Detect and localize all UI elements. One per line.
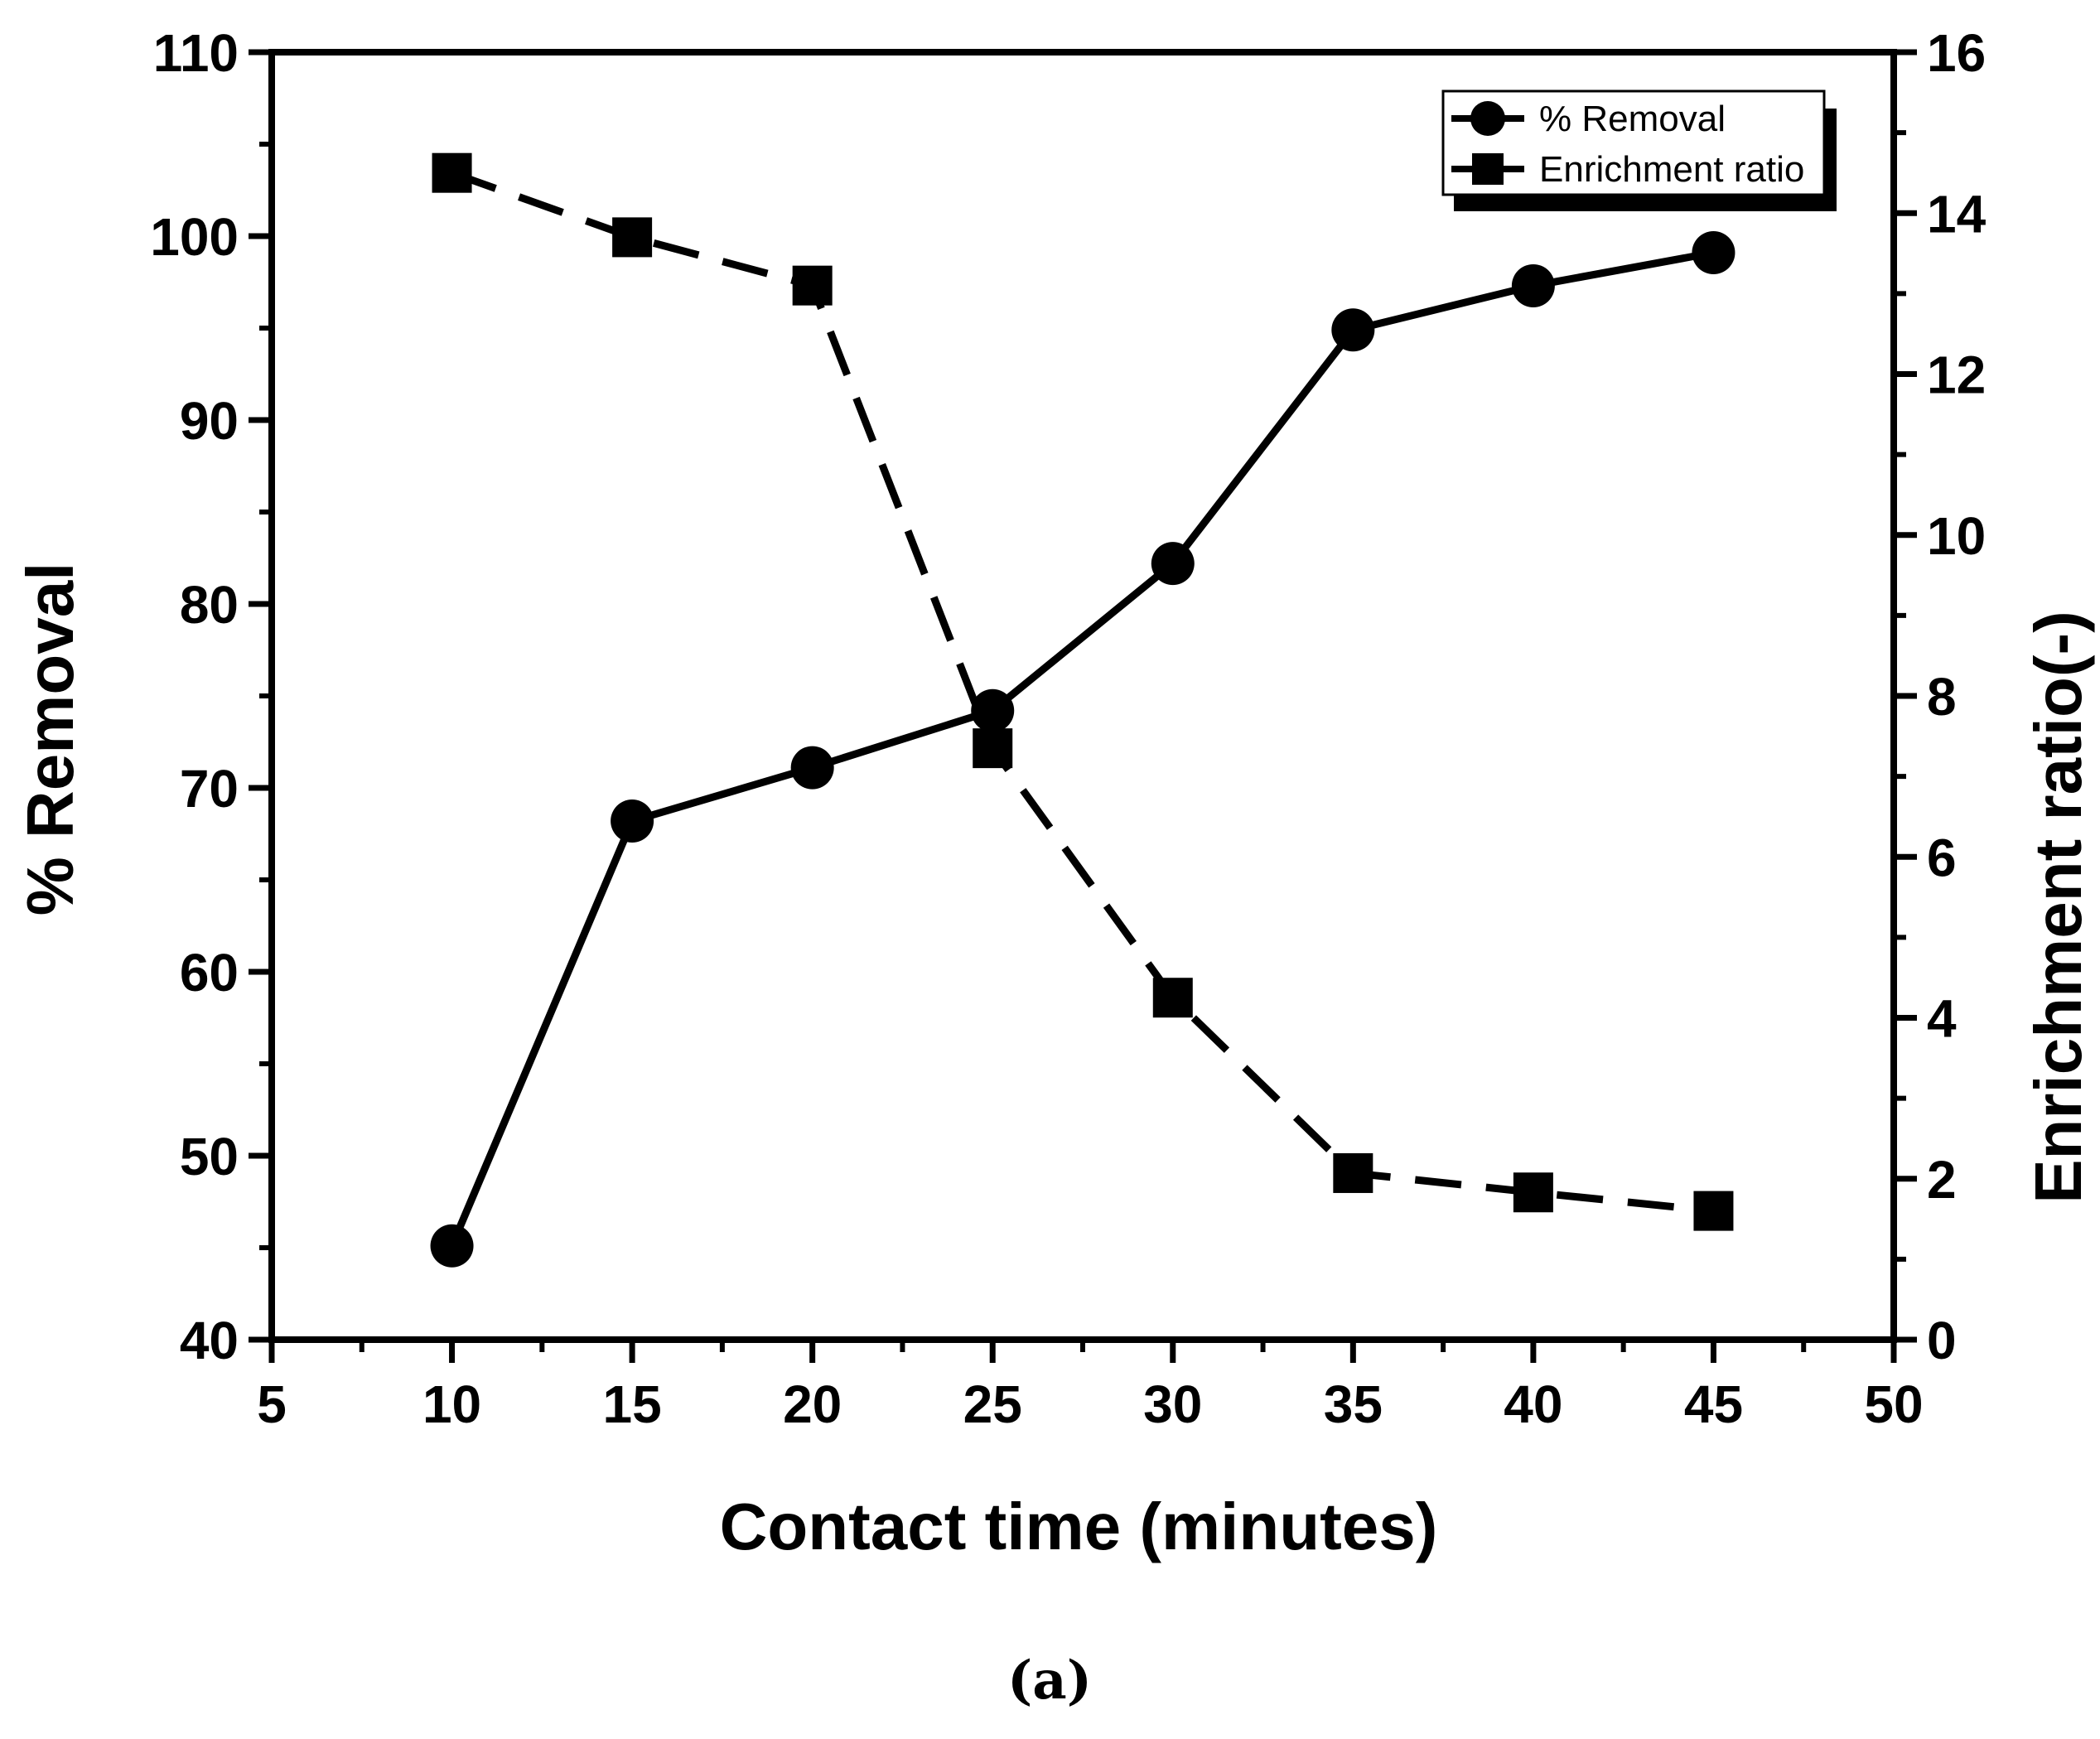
y-right-tick-label: 6 [1927,828,1957,887]
x-tick-label: 15 [603,1374,662,1434]
figure-caption: (a) [1007,1650,1092,1712]
y-left-tick-label: 90 [180,391,239,451]
y-right-tick-label: 2 [1927,1150,1957,1210]
x-axis-title: Contact time (minutes) [720,1490,1438,1563]
y-right-tick-label: 12 [1927,345,1986,405]
legend: % Removal Enrichment ratio [1441,89,1837,211]
x-tick-label: 25 [963,1374,1022,1434]
x-tick-label: 20 [783,1374,842,1434]
series-layer [430,152,1736,1268]
data-point-enrichment [973,728,1013,769]
data-point-enrichment [1333,1152,1373,1193]
axes-layer: 5 10 15 20 25 30 35 40 45 50 40 50 60 70 80 90 100 110 0 2 4… [150,23,1986,1434]
y-left-tick-label: 70 [180,759,239,819]
series-line-0 [448,249,1715,1248]
y-right-tick-label: 8 [1927,667,1957,727]
y-right-tick-label: 4 [1927,989,1957,1049]
legend-label-removal: % Removal [1539,99,1726,139]
data-point-removal [430,1224,474,1268]
y-right-tick-label: 14 [1927,184,1987,244]
series-line-1 [451,169,1714,1215]
x-tick-label: 5 [257,1374,287,1434]
data-point-enrichment [1693,1191,1734,1231]
y-left-tick-label: 110 [153,23,239,83]
x-tick-label: 50 [1864,1374,1923,1434]
data-point-removal [971,688,1015,732]
y-left-tick-label: 100 [150,207,239,267]
x-tick-label: 45 [1684,1374,1743,1434]
y-axis-title-right: Enrichment ratio(-) [2021,611,2095,1204]
data-point-enrichment [792,265,833,306]
x-tick-label: 40 [1504,1374,1562,1434]
y-left-tick-label: 50 [180,1127,239,1186]
data-point-enrichment [432,152,472,193]
y-left-tick-label: 80 [180,575,239,635]
legend-marker-enrichment [1472,153,1504,185]
y-right-tick-label: 0 [1927,1311,1957,1370]
legend-marker-removal [1470,101,1505,136]
y-right-tick-label: 16 [1927,23,1986,83]
y-right-tick-label: 10 [1927,506,1986,566]
data-point-removal [611,799,654,843]
y-left-tick-label: 60 [180,943,239,1002]
x-tick-label: 10 [422,1374,481,1434]
data-point-removal [1692,230,1736,274]
plot-frame [268,49,1897,1343]
data-point-enrichment [1152,978,1193,1018]
y-axis-title-left: % Removal [13,563,87,916]
x-tick-label: 35 [1324,1374,1383,1434]
data-point-removal [1151,542,1195,586]
legend-label-enrichment: Enrichment ratio [1539,149,1804,190]
data-point-removal [1331,308,1375,352]
data-point-removal [1511,263,1555,307]
x-tick-label: 30 [1143,1374,1202,1434]
data-point-enrichment [612,217,653,258]
legend-box [1441,89,1826,196]
data-point-removal [790,746,834,790]
data-point-enrichment [1513,1172,1553,1213]
y-left-tick-label: 40 [180,1311,239,1370]
